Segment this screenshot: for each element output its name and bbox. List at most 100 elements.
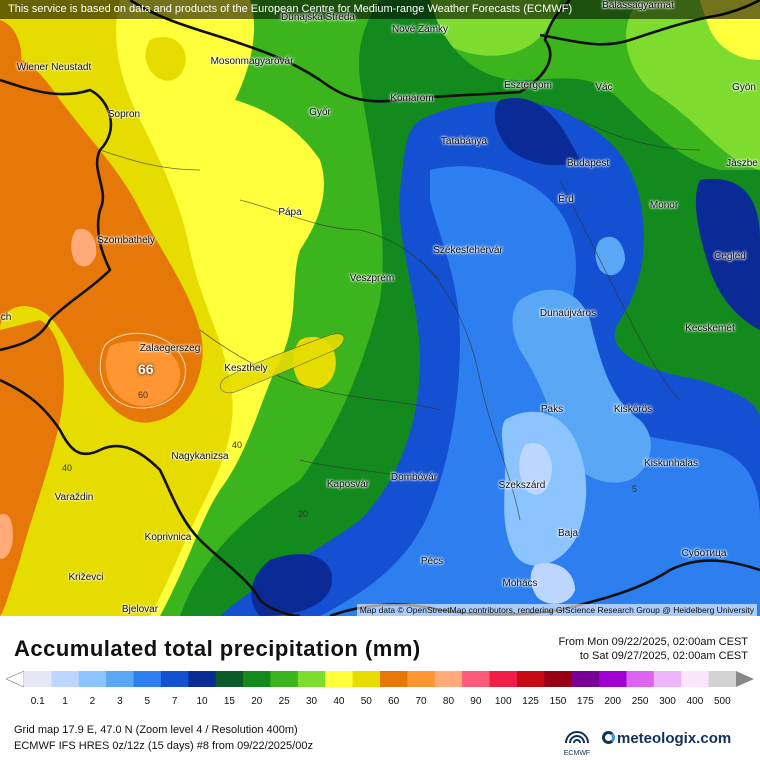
city-label: Mosonmagyaróvár	[210, 56, 294, 67]
city-label: Komárom	[390, 93, 434, 104]
map-canvas	[0, 0, 760, 616]
brand-logo[interactable]: meteologix.com	[602, 730, 731, 747]
scale-swatch	[407, 671, 436, 687]
city-label: Jászbe	[726, 158, 758, 169]
scale-swatch	[434, 671, 463, 687]
scale-tick-label: 300	[659, 696, 676, 707]
scale-arrow-right	[736, 671, 754, 687]
period-from: From Mon 09/22/2025, 02:00am CEST	[558, 636, 748, 648]
scale-tick-label: 40	[333, 696, 345, 707]
contour-label: 20	[298, 509, 309, 519]
scale-tick-label: 7	[171, 696, 178, 707]
scale-tick-label: 10	[196, 696, 208, 707]
scale-swatch	[243, 671, 271, 687]
scale-tick-label: 100	[494, 696, 512, 707]
scale-swatch	[516, 671, 545, 687]
scale-swatch	[653, 671, 682, 687]
city-label: Dunaújváros	[539, 308, 597, 319]
color-scale	[6, 671, 754, 687]
scale-tick-label: 0.1	[30, 696, 45, 707]
legend-title: Accumulated total precipitation (mm)	[14, 636, 421, 661]
city-label: Dunajská Streda	[281, 12, 355, 23]
scale-tick-label: 5	[144, 696, 150, 707]
city-label: Kiskunhalas	[644, 458, 698, 469]
color-scale-labels: 0.1 1 2 3 5 7 10 15 20 25 30 40 50 60 70 80 90 100 125 150 1…	[0, 696, 760, 710]
scale-tick-label: 30	[305, 696, 318, 707]
city-label: Budapest	[566, 158, 610, 169]
city-label: Tatabánya	[440, 136, 488, 147]
scale-arrow-left	[6, 671, 25, 687]
scale-swatch	[352, 671, 381, 687]
contour-label: 60	[138, 390, 149, 400]
city-label: Monor	[649, 200, 679, 211]
contour-label: 40	[62, 463, 73, 473]
scale-swatch	[188, 671, 217, 687]
city-label: Koprivnica	[144, 532, 192, 543]
city-label: Baja	[557, 528, 579, 539]
scale-swatch	[708, 671, 737, 687]
map-credit: Map data © OpenStreetMap contributors, r…	[356, 604, 757, 616]
city-label: Kaposvár	[326, 479, 370, 490]
scale-tick-label: 1	[62, 696, 68, 707]
ecmwf-logo-text: ECMWF	[564, 750, 590, 757]
scale-swatch	[297, 671, 326, 687]
scale-tick-label: 90	[470, 696, 482, 707]
city-label: Keszthely	[224, 363, 268, 374]
scale-swatch	[489, 671, 518, 687]
city-label: Veszprém	[349, 273, 395, 284]
scale-tick-label: 50	[360, 696, 372, 707]
scale-swatch	[160, 671, 189, 687]
city-label: Суботица	[681, 548, 727, 559]
scale-tick-label: 80	[442, 696, 455, 707]
scale-swatch	[599, 671, 627, 687]
contour-label: 5	[632, 484, 638, 494]
grid-info: Grid map 17.9 E, 47.0 N (Zoom level 4 / …	[14, 724, 298, 736]
scale-swatch	[380, 671, 408, 687]
city-label: Nové Zámky	[391, 24, 449, 35]
scale-swatch	[133, 671, 162, 687]
city-label: Kecskemét	[685, 323, 735, 334]
scale-swatch	[681, 671, 710, 687]
city-label: Győr	[309, 107, 331, 118]
city-label: Zalaegerszeg	[139, 343, 201, 354]
city-label: Nagykanizsa	[171, 451, 229, 462]
city-label: Kiskőrös	[613, 404, 653, 415]
ecmwf-logo: ECMWF	[564, 731, 590, 757]
scale-swatch	[325, 671, 354, 687]
scale-tick-label: 175	[577, 696, 594, 707]
city-label: Pécs	[420, 556, 444, 567]
city-label: Esztergom	[504, 80, 552, 91]
scale-tick-label: 3	[117, 696, 123, 707]
max-value-label: 66	[138, 361, 154, 377]
scale-tick-label: 400	[686, 696, 704, 707]
scale-swatch	[544, 671, 573, 687]
scale-swatch	[78, 671, 107, 687]
scale-tick-label: 125	[522, 696, 539, 707]
city-label: Paks	[540, 404, 564, 415]
city-label: Szombathely	[97, 235, 155, 246]
model-info: ECMWF IFS HRES 0z/12z (15 days) #8 from …	[14, 740, 313, 752]
scale-tick-label: 60	[388, 696, 400, 707]
city-label: Érd	[558, 194, 574, 205]
brand-mark-icon	[602, 731, 615, 744]
contour-label: 40	[232, 440, 243, 450]
scale-swatch	[106, 671, 135, 687]
scale-tick-label: 150	[549, 696, 567, 707]
city-label: Varaždin	[54, 492, 94, 503]
scale-tick-label: 20	[251, 696, 263, 707]
city-label: Pápa	[278, 207, 302, 218]
city-label: Bjelovar	[121, 604, 159, 615]
attribution-banner: This service is based on data and produc…	[0, 0, 760, 19]
scale-swatch	[51, 671, 80, 687]
scale-swatch	[24, 671, 52, 687]
brand-name: meteologix.com	[617, 730, 732, 747]
city-label: Mohács	[502, 578, 538, 589]
scale-swatch	[270, 671, 299, 687]
scale-tick-label: 500	[713, 696, 731, 707]
city-label: Wiener Neustadt	[16, 62, 92, 73]
city-label: Szekszárd	[498, 480, 546, 491]
scale-swatch	[626, 671, 655, 687]
precipitation-map: This service is based on data and produc…	[0, 0, 760, 616]
city-label: Dombóvár	[390, 472, 438, 483]
scale-swatch	[215, 671, 244, 687]
